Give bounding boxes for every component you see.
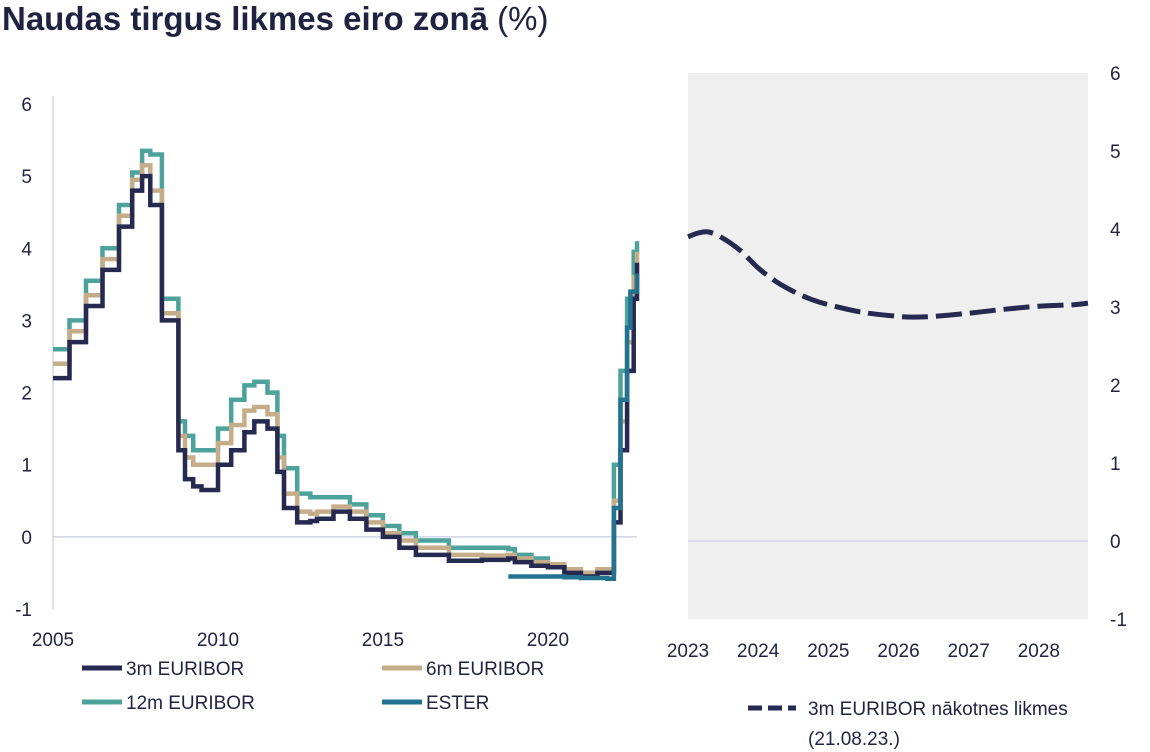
forecast-panel-background [688,73,1088,619]
series-line-ester [508,273,640,581]
y-tick-label: 4 [1110,220,1121,241]
y-tick-label: 4 [21,239,32,260]
legend-label-futures-date: (21.08.23.) [808,729,900,750]
y-tick-label: -1 [1110,610,1127,631]
y-tick-label: 0 [1110,532,1121,553]
y-tick-label: 2 [1110,376,1121,397]
y-tick-label: 5 [21,167,32,188]
y-tick-label: 1 [21,456,32,477]
series-line-3m-euribor [53,173,640,579]
chart-title-text: Naudas tirgus likmes eiro zonā [2,0,488,37]
x-tick-label: 2028 [1018,641,1060,662]
y-tick-label: 3 [21,311,32,332]
forecast-series [687,229,1089,320]
y-tick-label: -1 [15,600,32,621]
y-tick-label: 0 [21,528,32,549]
x-tick-label: 2023 [667,641,709,662]
x-tick-label: 2005 [32,630,74,651]
legends: 3m EURIBOR 6m EURIBOR 12m EURIBOR ESTER 3m E… [82,659,1068,750]
legend-label-6m-euribor: 6m EURIBOR [426,659,544,680]
y-tick-label: 6 [21,95,32,116]
y-tick-label: 1 [1110,454,1121,475]
series-line-3m-euribor-futures [687,229,1089,320]
legend-label-futures: 3m EURIBOR nākotnes likmes [808,699,1068,720]
legend-label-12m-euribor: 12m EURIBOR [126,693,255,714]
x-tick-label: 2010 [197,630,239,651]
x-tick-label: 2026 [877,641,919,662]
forecast-axes: -1 0 1 2 3 4 5 6 2023 2024 2025 2026 2027 2028 [667,64,1127,662]
x-tick-label: 2025 [807,641,849,662]
x-tick-label: 2027 [948,641,990,662]
chart-title-unit: (%) [497,0,549,37]
historical-axes: -1 0 1 2 3 4 5 6 2005 2010 2015 2020 [15,95,637,651]
legend-label-ester: ESTER [426,693,489,714]
y-tick-label: 3 [1110,298,1121,319]
x-tick-label: 2015 [362,630,404,651]
legend-label-3m-euribor: 3m EURIBOR [126,659,244,680]
y-tick-label: 6 [1110,64,1121,85]
y-tick-label: 2 [21,384,32,405]
x-tick-label: 2024 [737,641,780,662]
historical-series [53,148,640,581]
y-tick-label: 5 [1110,142,1121,163]
x-tick-label: 2020 [527,630,569,651]
chart-title: Naudas tirgus likmes eiro zonā (%) [2,0,548,38]
